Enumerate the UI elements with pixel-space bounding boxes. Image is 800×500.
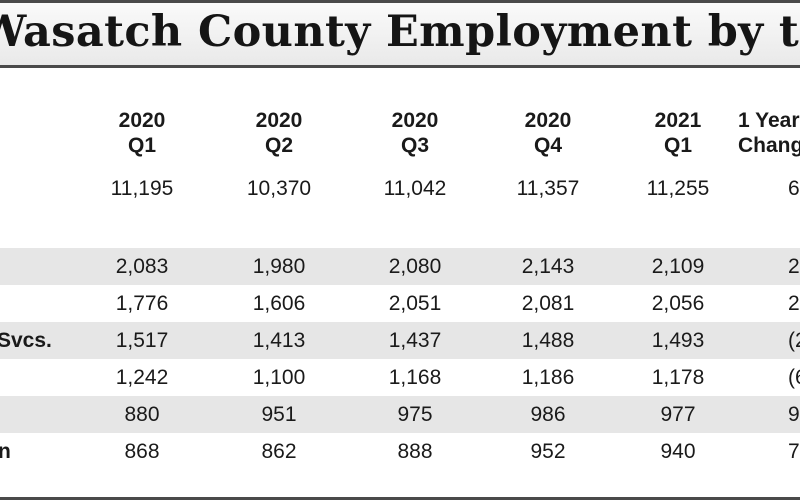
table-cell: 1,437 — [388, 329, 442, 352]
table-cell: 2 — [788, 255, 800, 278]
table-cell: 2,080 — [388, 255, 442, 278]
table-cell: 11,255 — [646, 177, 710, 200]
bottom-rule — [0, 497, 800, 500]
table-cell: 2,083 — [115, 255, 169, 278]
table-cell: 11,042 — [383, 177, 447, 200]
data-table: 2020 Q1 2020 Q2 2020 Q3 2020 Q4 2021 Q1 1 Yea… — [0, 68, 800, 500]
table-cell: (2 — [788, 329, 800, 352]
column-header-2020-q2: 2020 Q2 — [255, 109, 303, 157]
table-cell: 2,109 — [651, 255, 705, 278]
table-cell: 11,357 — [516, 177, 580, 200]
column-header-2021-q1: 2021 Q1 — [654, 109, 702, 157]
table-row: 2,083 1,980 2,080 2,143 2,109 2 — [0, 248, 800, 285]
table-title: Wasatch County Employment by the Numbers — [0, 7, 800, 57]
table-cell: 868 — [124, 440, 160, 463]
table-cell: 1,168 — [388, 366, 442, 389]
table-cell: 2,081 — [521, 292, 575, 315]
table-cell: 1,186 — [521, 366, 575, 389]
table-cell: 952 — [530, 440, 566, 463]
table-cell: 888 — [397, 440, 433, 463]
column-header-2020-q4: 2020 Q4 — [524, 109, 572, 157]
table-cell: 7 — [788, 440, 800, 463]
table-cell: 10,370 — [246, 177, 312, 200]
table-cell: 862 — [261, 440, 297, 463]
table-cell: 9 — [788, 403, 800, 426]
table-cell: 1,100 — [252, 366, 306, 389]
column-header-2020-q3: 2020 Q3 — [391, 109, 439, 157]
table-cell: 1,606 — [252, 292, 306, 315]
title-bar: Wasatch County Employment by the Numbers — [0, 0, 800, 68]
table-cell: 977 — [660, 403, 696, 426]
table-cell: 1,413 — [252, 329, 306, 352]
table-cell: 880 — [124, 403, 160, 426]
table-cell: 2,056 — [651, 292, 705, 315]
table-cell: 940 — [660, 440, 696, 463]
table-cell: 1,493 — [651, 329, 705, 352]
table-row: n 868 862 888 952 940 7 — [0, 433, 800, 470]
table-cell: 1,488 — [521, 329, 575, 352]
table-row: 11,195 10,370 11,042 11,357 11,255 6 — [0, 170, 800, 207]
column-header-2020-q1: 2020 Q1 — [118, 109, 166, 157]
table-row: Svcs. 1,517 1,413 1,437 1,488 1,493 (2 — [0, 322, 800, 359]
table-cell: 6 — [788, 177, 800, 200]
table-cell: 986 — [530, 403, 566, 426]
table-cell: 975 — [397, 403, 433, 426]
row-label: n — [0, 440, 11, 463]
table-cell: 11,195 — [110, 177, 174, 200]
table-cell: (6 — [788, 366, 800, 389]
table-cell: 1,517 — [115, 329, 169, 352]
table-row: 1,776 1,606 2,051 2,081 2,056 2 — [0, 285, 800, 322]
table-cell: 1,178 — [651, 366, 705, 389]
table-cell: 1,776 — [115, 292, 169, 315]
table-cell: 951 — [261, 403, 297, 426]
table-cell: 1,242 — [115, 366, 169, 389]
table-row: 1,242 1,100 1,168 1,186 1,178 (6 — [0, 359, 800, 396]
table-cell: 1,980 — [252, 255, 306, 278]
table-cell: 2,143 — [521, 255, 575, 278]
row-label: Svcs. — [0, 329, 52, 352]
column-header-1-year-change: 1 YearChange — [738, 109, 800, 157]
table-cell: 2,051 — [388, 292, 442, 315]
table-cell: 2 — [788, 292, 800, 315]
table-row: 880 951 975 986 977 9 — [0, 396, 800, 433]
